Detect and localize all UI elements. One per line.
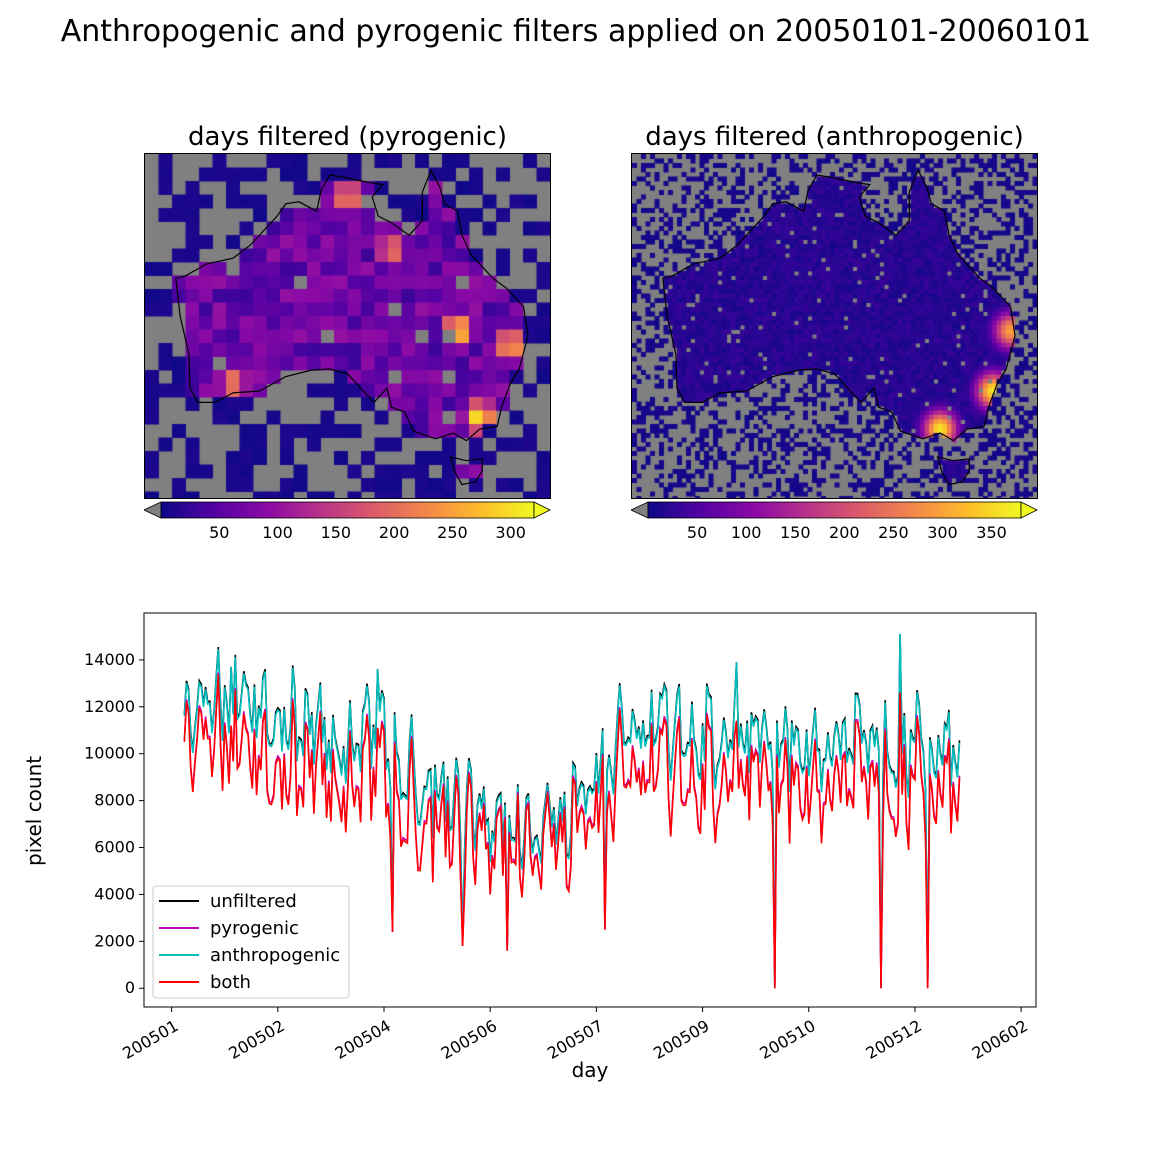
map-title-anthropogenic: days filtered (anthropogenic) [645, 122, 1024, 152]
x-tick-label: 200504 [332, 1016, 394, 1063]
legend-label-unfiltered: unfiltered [210, 891, 297, 912]
series-line-both [183, 674, 961, 989]
pyrogenic-map [144, 153, 551, 499]
colorbar-tick-label: 300 [495, 523, 526, 542]
y-tick-label: 8000 [94, 791, 135, 810]
colorbar-tick-label: 300 [927, 523, 958, 542]
y-tick-label: 14000 [84, 650, 135, 669]
y-tick-label: 12000 [84, 697, 135, 716]
anthropogenic-colorbar [631, 501, 1038, 519]
colorbar-tick-label: 250 [437, 523, 468, 542]
x-tick-label: 200602 [969, 1016, 1031, 1063]
y-axis-label: pixel count [22, 755, 46, 866]
colorbar-tick-label: 50 [209, 523, 230, 542]
anthropogenic-heatmap [632, 154, 1037, 498]
figure-title: Anthropogenic and pyrogenic filters appl… [60, 14, 1092, 49]
colorbar-tick-label: 150 [779, 523, 811, 542]
pyrogenic-heatmap [145, 154, 550, 498]
y-tick-label: 0 [125, 978, 135, 997]
y-tick-label: 2000 [94, 931, 135, 950]
colorbar-tick-label: 150 [320, 523, 352, 542]
colorbar-tick-label: 350 [976, 523, 1007, 542]
y-tick-label: 4000 [94, 884, 135, 903]
x-tick-label: 200509 [650, 1016, 712, 1063]
x-tick-label: 200506 [438, 1016, 500, 1063]
colorbar-tick-label: 50 [686, 523, 708, 542]
australia-coastline [175, 168, 529, 486]
colorbar-tick-label: 200 [829, 523, 860, 542]
colorbar-tick-label: 200 [378, 523, 410, 542]
y-tick-label: 10000 [84, 744, 135, 763]
colorbar-tick-label: 100 [262, 523, 293, 542]
colorbar-tick-label: 100 [730, 523, 762, 542]
legend-label-both: both [210, 972, 251, 993]
map-title-pyrogenic: days filtered (pyrogenic) [187, 122, 507, 152]
x-axis-label: day [571, 1058, 609, 1082]
colorbar-tick-label: 250 [878, 523, 909, 542]
australia-coastline [662, 168, 1016, 486]
x-tick-label: 200502 [225, 1016, 287, 1063]
x-tick-label: 200501 [119, 1016, 181, 1063]
legend-label-pyrogenic: pyrogenic [210, 918, 299, 939]
x-tick-label: 200512 [863, 1016, 925, 1063]
legend-box [152, 885, 350, 999]
legend-label-anthropogenic: anthropogenic [210, 945, 340, 966]
x-tick-label: 200507 [544, 1016, 606, 1063]
anthropogenic-map [631, 153, 1038, 499]
y-tick-label: 6000 [94, 838, 135, 857]
pyrogenic-colorbar [144, 501, 551, 519]
x-tick-label: 200510 [756, 1016, 818, 1063]
